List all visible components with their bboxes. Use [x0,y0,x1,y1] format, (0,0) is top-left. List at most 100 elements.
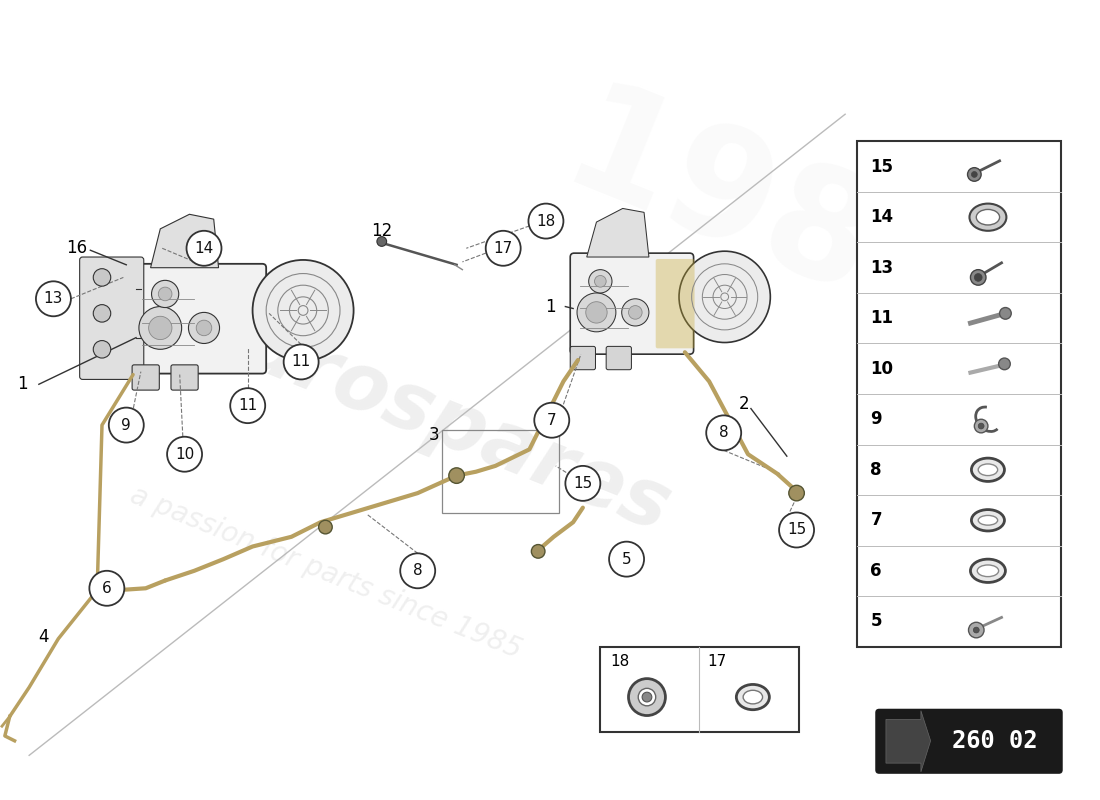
Circle shape [789,486,804,501]
Circle shape [284,345,319,379]
Ellipse shape [736,685,769,710]
Ellipse shape [978,464,998,475]
Text: 5: 5 [870,612,882,630]
Ellipse shape [638,688,656,706]
Circle shape [621,298,649,326]
Circle shape [978,423,984,429]
Ellipse shape [969,203,1006,230]
FancyBboxPatch shape [656,259,694,348]
Text: 10: 10 [175,446,195,462]
Text: 17: 17 [494,241,513,256]
Text: 1: 1 [18,375,29,394]
Circle shape [586,302,607,323]
Ellipse shape [977,565,999,577]
Text: 6: 6 [102,581,112,596]
Ellipse shape [977,210,1000,225]
Text: 17: 17 [707,654,726,669]
Ellipse shape [744,690,762,704]
Text: a passion for parts since 1985: a passion for parts since 1985 [126,481,526,664]
FancyBboxPatch shape [132,264,266,374]
FancyBboxPatch shape [570,346,595,370]
Circle shape [148,316,172,339]
Circle shape [109,407,144,442]
Circle shape [609,542,645,577]
FancyBboxPatch shape [79,257,144,379]
Text: 13: 13 [44,291,63,306]
Circle shape [377,237,386,246]
Polygon shape [151,214,219,268]
Circle shape [679,251,770,342]
Circle shape [975,419,988,433]
FancyBboxPatch shape [876,709,1063,774]
Text: 8: 8 [719,426,728,440]
Text: 18: 18 [610,654,629,669]
Ellipse shape [642,692,652,702]
Text: 8: 8 [870,461,882,478]
Bar [442,430,559,513]
Circle shape [187,230,221,266]
Text: 14: 14 [195,241,213,256]
Circle shape [319,520,332,534]
Text: 8: 8 [412,563,422,578]
Text: eurospares: eurospares [179,286,681,549]
FancyBboxPatch shape [170,365,198,390]
Circle shape [188,312,220,343]
Circle shape [970,270,986,285]
Text: 1985: 1985 [544,72,994,370]
Text: 11: 11 [292,354,311,370]
Text: 6: 6 [870,562,882,580]
Text: 7: 7 [547,413,557,428]
Text: 15: 15 [786,522,806,538]
Text: 14: 14 [870,208,893,226]
Ellipse shape [970,559,1005,582]
Circle shape [486,230,520,266]
Circle shape [1000,307,1011,319]
FancyBboxPatch shape [570,253,694,354]
Text: 11: 11 [238,398,257,413]
Ellipse shape [971,458,1004,482]
Circle shape [588,270,612,293]
Ellipse shape [971,510,1004,531]
Circle shape [535,402,570,438]
Bar [857,142,1060,646]
Ellipse shape [628,678,666,715]
Ellipse shape [978,515,998,525]
Circle shape [167,437,202,472]
Text: 16: 16 [66,239,87,258]
Circle shape [968,168,981,182]
Circle shape [158,287,172,301]
Text: 13: 13 [870,258,893,277]
Text: 11: 11 [870,310,893,327]
Circle shape [94,269,111,286]
Circle shape [999,358,1010,370]
Circle shape [139,306,182,350]
Circle shape [531,545,544,558]
Text: 4: 4 [39,628,48,646]
Text: 12: 12 [371,222,393,240]
Polygon shape [886,710,931,772]
Circle shape [196,320,212,336]
FancyBboxPatch shape [606,346,631,370]
Circle shape [94,305,111,322]
Text: 5: 5 [621,552,631,566]
Circle shape [152,280,178,307]
Text: 9: 9 [121,418,131,433]
Circle shape [974,627,979,633]
Circle shape [36,282,70,316]
Circle shape [94,341,111,358]
Text: 7: 7 [870,511,882,530]
Text: 10: 10 [870,360,893,378]
Circle shape [975,274,982,282]
Polygon shape [586,209,649,257]
Circle shape [89,570,124,606]
Circle shape [779,513,814,547]
Text: 15: 15 [870,158,893,176]
Circle shape [253,260,353,361]
Text: 9: 9 [870,410,882,428]
Circle shape [528,203,563,238]
Text: 18: 18 [537,214,556,229]
Circle shape [107,582,122,598]
Text: 2: 2 [738,394,749,413]
Text: 1: 1 [544,298,556,315]
Circle shape [706,415,741,450]
